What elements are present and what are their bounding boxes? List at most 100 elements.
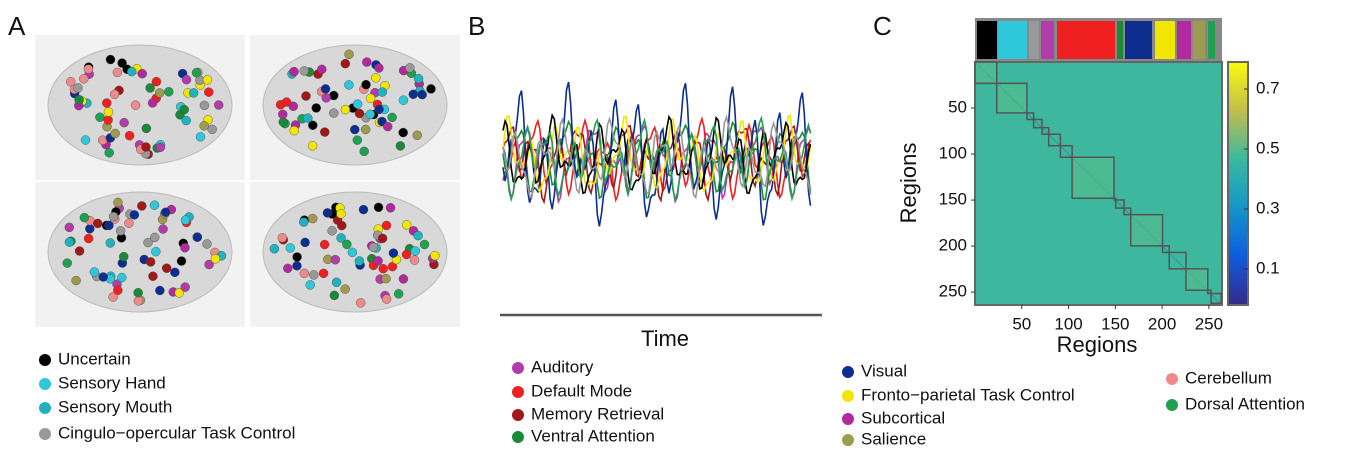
brain-node: [361, 79, 371, 90]
brain-node: [195, 132, 206, 142]
colorbar: [1227, 61, 1249, 306]
brain-node: [105, 54, 116, 65]
brain-node: [137, 201, 147, 211]
brain-node: [176, 256, 187, 266]
legend-marker: [842, 434, 854, 446]
network-strip: [1057, 21, 1115, 59]
brain-node: [300, 237, 310, 248]
network-strip: [1155, 21, 1175, 59]
brain-node: [119, 251, 129, 262]
legend-marker: [39, 402, 51, 414]
brain-node: [149, 200, 160, 210]
brain-node: [394, 289, 404, 299]
brain-node: [344, 80, 354, 90]
brain-node: [355, 298, 366, 308]
brain-node: [113, 197, 123, 208]
brain-node: [417, 89, 427, 100]
network-strip: [1208, 21, 1215, 59]
brain-node: [181, 115, 191, 126]
brain-node: [133, 288, 143, 298]
brain-node: [410, 246, 421, 256]
brain-node: [210, 254, 221, 264]
brain-node: [358, 204, 369, 215]
legend-marker: [842, 390, 854, 402]
legend-marker: [39, 378, 51, 390]
brain-node: [377, 233, 388, 244]
brain-node: [340, 104, 351, 115]
brain-node: [322, 208, 333, 218]
brain-node: [362, 57, 372, 67]
brain-node: [303, 113, 313, 123]
y-tick-label: 150: [939, 190, 967, 209]
y-tick-label: 100: [939, 144, 967, 163]
brain-node: [164, 87, 174, 97]
legend-label: Uncertain: [58, 349, 131, 368]
brain-node: [378, 264, 388, 274]
brain-node: [191, 67, 202, 78]
brain-node: [89, 267, 100, 277]
legend-marker: [1166, 399, 1178, 411]
brain-node: [62, 258, 72, 268]
brain-node: [281, 97, 292, 107]
module-block: [1168, 251, 1187, 270]
brain-node: [64, 237, 75, 247]
x-axis-label: Regions: [1057, 332, 1138, 357]
network-strip: [1193, 21, 1205, 59]
brain-node: [350, 124, 360, 135]
brain-node: [180, 215, 191, 225]
brain-node: [64, 222, 75, 233]
brain-node: [119, 117, 129, 128]
brain-node: [74, 246, 85, 256]
brain-node: [401, 249, 412, 260]
time-series: [502, 114, 812, 200]
brain-node: [141, 142, 151, 152]
brain-node: [204, 259, 214, 270]
brain-node: [288, 101, 298, 111]
x-tick-label: 150: [1101, 314, 1129, 333]
brain-node: [320, 84, 331, 94]
brain-node: [305, 280, 315, 290]
brain-node: [318, 268, 329, 279]
network-strip: [1041, 21, 1054, 59]
brain-node: [373, 202, 384, 213]
brain-node: [104, 220, 114, 231]
brain-node: [374, 63, 384, 73]
brain-node: [110, 128, 120, 139]
brain-node: [311, 103, 321, 113]
brain-node: [289, 66, 299, 77]
brain-node: [299, 217, 309, 227]
module-block: [1129, 213, 1164, 247]
module-block: [1032, 118, 1043, 129]
brain-node: [385, 203, 396, 213]
network-strip: [977, 21, 997, 59]
brain-node: [105, 238, 115, 248]
brain-node: [117, 272, 127, 283]
brain-node: [301, 91, 311, 101]
brain-node: [308, 213, 318, 224]
brain-node: [365, 109, 375, 119]
panel-label: B: [468, 11, 485, 41]
brain-node: [174, 288, 184, 298]
legend-label: Visual: [861, 361, 907, 380]
legend-marker: [512, 386, 524, 398]
brain-node: [181, 74, 192, 85]
legend-label: Salience: [861, 429, 926, 448]
brain-node: [204, 87, 214, 97]
brain-node: [269, 244, 280, 254]
brain-node: [150, 232, 160, 243]
brain-node: [430, 250, 440, 261]
brain-node: [278, 109, 288, 120]
brain-node: [401, 220, 412, 230]
brain-node: [342, 239, 352, 250]
brain-node: [147, 98, 158, 108]
brain-node: [85, 224, 95, 234]
brain-node: [336, 233, 346, 243]
colorbar-tick-label: 0.5: [1256, 138, 1280, 157]
module-block: [1071, 156, 1115, 200]
brain-node: [413, 73, 424, 84]
brain-node: [141, 123, 152, 134]
x-tick-label: 100: [1054, 314, 1082, 333]
y-axis-label: Regions: [896, 143, 921, 224]
legend-marker: [39, 354, 51, 366]
brain-node: [151, 246, 161, 257]
